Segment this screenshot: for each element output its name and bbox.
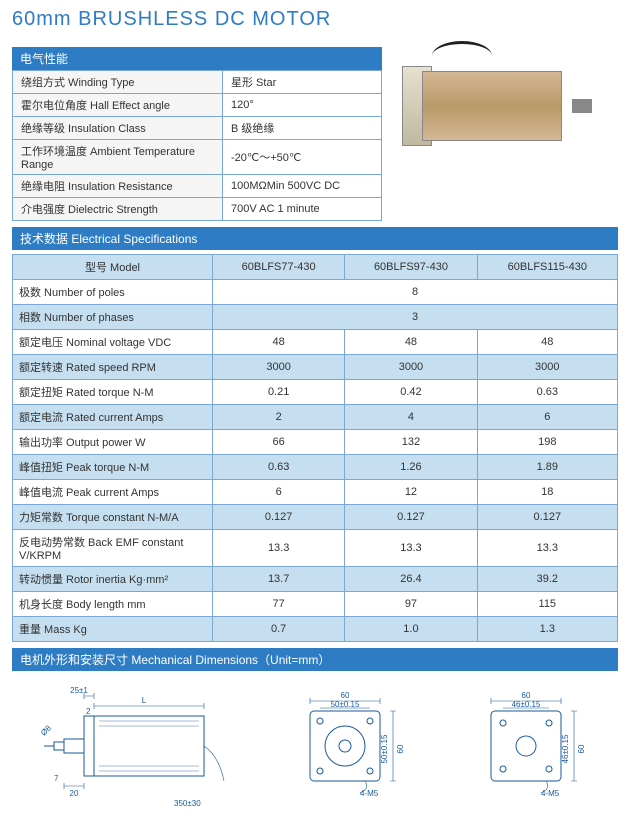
svg-text:46±0.15: 46±0.15 — [512, 700, 541, 709]
svg-text:2: 2 — [86, 707, 91, 716]
spec-value: 132 — [345, 430, 477, 455]
spec-label: 峰值电流 Peak current Amps — [13, 480, 213, 505]
spec-value: 4 — [345, 405, 477, 430]
spec-value: 8 — [213, 280, 618, 305]
prop-value: 星形 Star — [223, 71, 382, 94]
specs-header: 技术数据 Electrical Specifications — [12, 227, 618, 250]
spec-label: 输出功率 Output power W — [13, 430, 213, 455]
prop-label: 介电强度 Dielectric Strength — [13, 198, 223, 221]
specs-table: 型号 Model 60BLFS77-430 60BLFS97-430 60BLF… — [12, 254, 618, 642]
spec-label: 额定电流 Rated current Amps — [13, 405, 213, 430]
svg-text:4-M5: 4-M5 — [360, 789, 379, 798]
spec-value: 2 — [213, 405, 345, 430]
svg-text:L: L — [141, 696, 146, 705]
spec-value: 0.127 — [213, 505, 345, 530]
prop-value: -20℃～+50℃ — [223, 140, 382, 175]
prop-label: 绝缘等级 Insulation Class — [13, 117, 223, 140]
spec-value: 13.7 — [213, 567, 345, 592]
svg-text:60: 60 — [577, 744, 586, 753]
spec-value: 6 — [477, 405, 617, 430]
svg-text:20: 20 — [69, 789, 78, 798]
spec-value: 48 — [345, 330, 477, 355]
spec-value: 198 — [477, 430, 617, 455]
svg-text:60: 60 — [341, 691, 350, 700]
svg-text:25±1: 25±1 — [70, 686, 88, 695]
spec-value: 1.89 — [477, 455, 617, 480]
spec-value: 3000 — [345, 355, 477, 380]
spec-value: 77 — [213, 592, 345, 617]
side-view-drawing: L 25±1 2 20 Ø8 350±30 7 — [24, 681, 244, 811]
spec-value: 0.63 — [477, 380, 617, 405]
model-col-2: 60BLFS97-430 — [345, 255, 477, 280]
spec-value: 0.127 — [477, 505, 617, 530]
motor-photo — [392, 41, 592, 171]
svg-text:350±30: 350±30 — [174, 799, 201, 808]
spec-value: 6 — [213, 480, 345, 505]
spec-value: 3000 — [213, 355, 345, 380]
svg-text:60: 60 — [396, 744, 405, 753]
dims-header: 电机外形和安装尺寸 Mechanical Dimensions（Unit=mm） — [12, 648, 618, 671]
spec-value: 18 — [477, 480, 617, 505]
spec-value: 48 — [477, 330, 617, 355]
model-header: 型号 Model — [13, 255, 213, 280]
spec-value: 3000 — [477, 355, 617, 380]
svg-text:46±0.15: 46±0.15 — [561, 734, 570, 763]
svg-text:60: 60 — [522, 691, 531, 700]
prop-value: 120° — [223, 94, 382, 117]
spec-value: 13.3 — [345, 530, 477, 567]
spec-value: 0.7 — [213, 617, 345, 642]
spec-value: 1.26 — [345, 455, 477, 480]
spec-value: 0.63 — [213, 455, 345, 480]
spec-value: 12 — [345, 480, 477, 505]
spec-value: 48 — [213, 330, 345, 355]
prop-value: 100MΩMin 500VC DC — [223, 175, 382, 198]
front-view-drawing: 60 50±0.15 60 50±0.15 4-M5 — [275, 681, 425, 811]
spec-value: 13.3 — [213, 530, 345, 567]
spec-label: 极数 Number of poles — [13, 280, 213, 305]
prop-label: 绕组方式 Winding Type — [13, 71, 223, 94]
spec-value: 26.4 — [345, 567, 477, 592]
spec-value: 39.2 — [477, 567, 617, 592]
prop-label: 霍尔电位角度 Hall Effect angle — [13, 94, 223, 117]
spec-label: 额定扭矩 Rated torque N-M — [13, 380, 213, 405]
props-header: 电气性能 — [12, 47, 382, 70]
svg-text:50±0.15: 50±0.15 — [380, 734, 389, 763]
spec-value: 66 — [213, 430, 345, 455]
spec-value: 13.3 — [477, 530, 617, 567]
page-title: 60mm BRUSHLESS DC MOTOR — [12, 8, 618, 31]
props-table: 绕组方式 Winding Type星形 Star霍尔电位角度 Hall Effe… — [12, 70, 382, 221]
spec-value: 115 — [477, 592, 617, 617]
spec-label: 反电动势常数 Back EMF constant V/KRPM — [13, 530, 213, 567]
spec-value: 97 — [345, 592, 477, 617]
svg-text:7: 7 — [54, 774, 59, 783]
spec-label: 重量 Mass Kg — [13, 617, 213, 642]
svg-text:50±0.15: 50±0.15 — [331, 700, 360, 709]
model-col-1: 60BLFS77-430 — [213, 255, 345, 280]
spec-value: 3 — [213, 305, 618, 330]
spec-label: 机身长度 Body length mm — [13, 592, 213, 617]
spec-label: 转动惯量 Rotor inertia Kg·mm² — [13, 567, 213, 592]
prop-value: B 级绝缘 — [223, 117, 382, 140]
spec-value: 0.21 — [213, 380, 345, 405]
spec-label: 额定电压 Nominal voltage VDC — [13, 330, 213, 355]
svg-text:Ø8: Ø8 — [39, 723, 53, 737]
svg-text:4-M5: 4-M5 — [541, 789, 560, 798]
prop-label: 工作环境温度 Ambient Temperature Range — [13, 140, 223, 175]
spec-value: 0.127 — [345, 505, 477, 530]
spec-label: 相数 Number of phases — [13, 305, 213, 330]
spec-label: 峰值扭矩 Peak torque N-M — [13, 455, 213, 480]
spec-value: 1.3 — [477, 617, 617, 642]
spec-value: 0.42 — [345, 380, 477, 405]
prop-label: 绝缘电阻 Insulation Resistance — [13, 175, 223, 198]
mechanical-drawings: L 25±1 2 20 Ø8 350±30 7 60 50±0.15 60 50… — [12, 681, 618, 811]
back-view-drawing: 60 46±0.15 60 46±0.15 4-M5 — [456, 681, 606, 811]
spec-label: 力矩常数 Torque constant N-M/A — [13, 505, 213, 530]
spec-label: 额定转速 Rated speed RPM — [13, 355, 213, 380]
prop-value: 700V AC 1 minute — [223, 198, 382, 221]
spec-value: 1.0 — [345, 617, 477, 642]
model-col-3: 60BLFS115-430 — [477, 255, 617, 280]
